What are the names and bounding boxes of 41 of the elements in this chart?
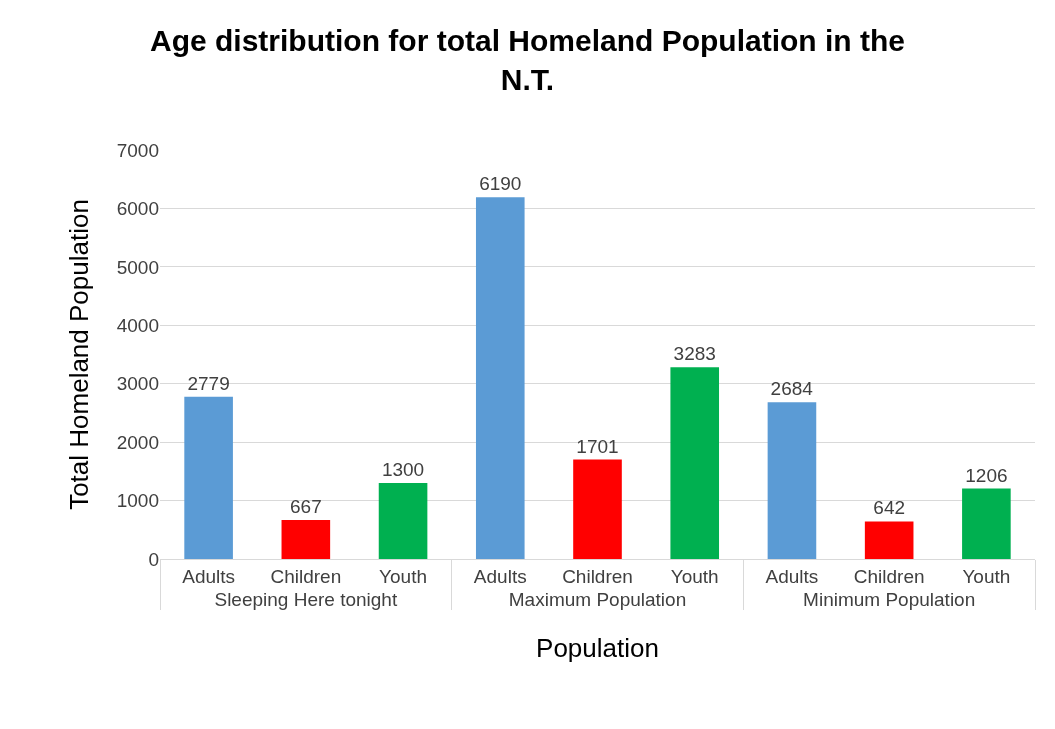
y-tick-label: 3000 [116,373,159,395]
chart-title: Age distribution for total Homeland Population in the N.T. [150,24,905,97]
x-tick-label: Adults [765,565,819,587]
x-tick-label: Youth [379,565,428,587]
data-label: 642 [873,497,906,519]
x-tick-label: Children [270,565,342,587]
text: Maximum Population [508,588,687,610]
y-tick-label: 0 [148,548,159,570]
y-tick-label: 2000 [116,431,159,453]
bar [767,402,817,559]
x-tick-label: Adults [182,565,236,587]
y-tick-label: 1000 [116,490,159,512]
bar [864,521,914,559]
text: Sleeping Here tonight [214,588,398,610]
data-label: 3283 [673,343,716,365]
bar [670,367,720,559]
x-tick-label: Youth [670,565,719,587]
bar [378,483,428,559]
bar [962,488,1011,559]
bar [184,396,233,559]
x-axis-title: Population [536,633,659,664]
x-tick-label: Children [562,565,633,587]
x-tick-label: Adults [473,565,527,587]
y-tick-label: 5000 [116,256,159,278]
y-axis-title: Total Homeland Population [64,199,95,510]
x-tick-label: Children [853,565,925,587]
bar [475,197,525,559]
y-tick-label: 7000 [116,139,159,161]
data-label: 2779 [187,372,230,394]
y-tick-label: 4000 [116,314,159,336]
text: Minimum Population [803,588,976,610]
data-label: 2684 [770,378,814,400]
x-tick-label: Youth [962,565,1011,587]
bar [281,520,331,559]
data-label: 1300 [381,459,425,481]
data-label: 667 [289,496,322,518]
y-tick-label: 6000 [116,198,159,220]
bar [573,459,622,559]
data-label: 1701 [576,435,619,457]
data-label: 6190 [479,173,522,195]
data-label: 1206 [965,464,1008,486]
